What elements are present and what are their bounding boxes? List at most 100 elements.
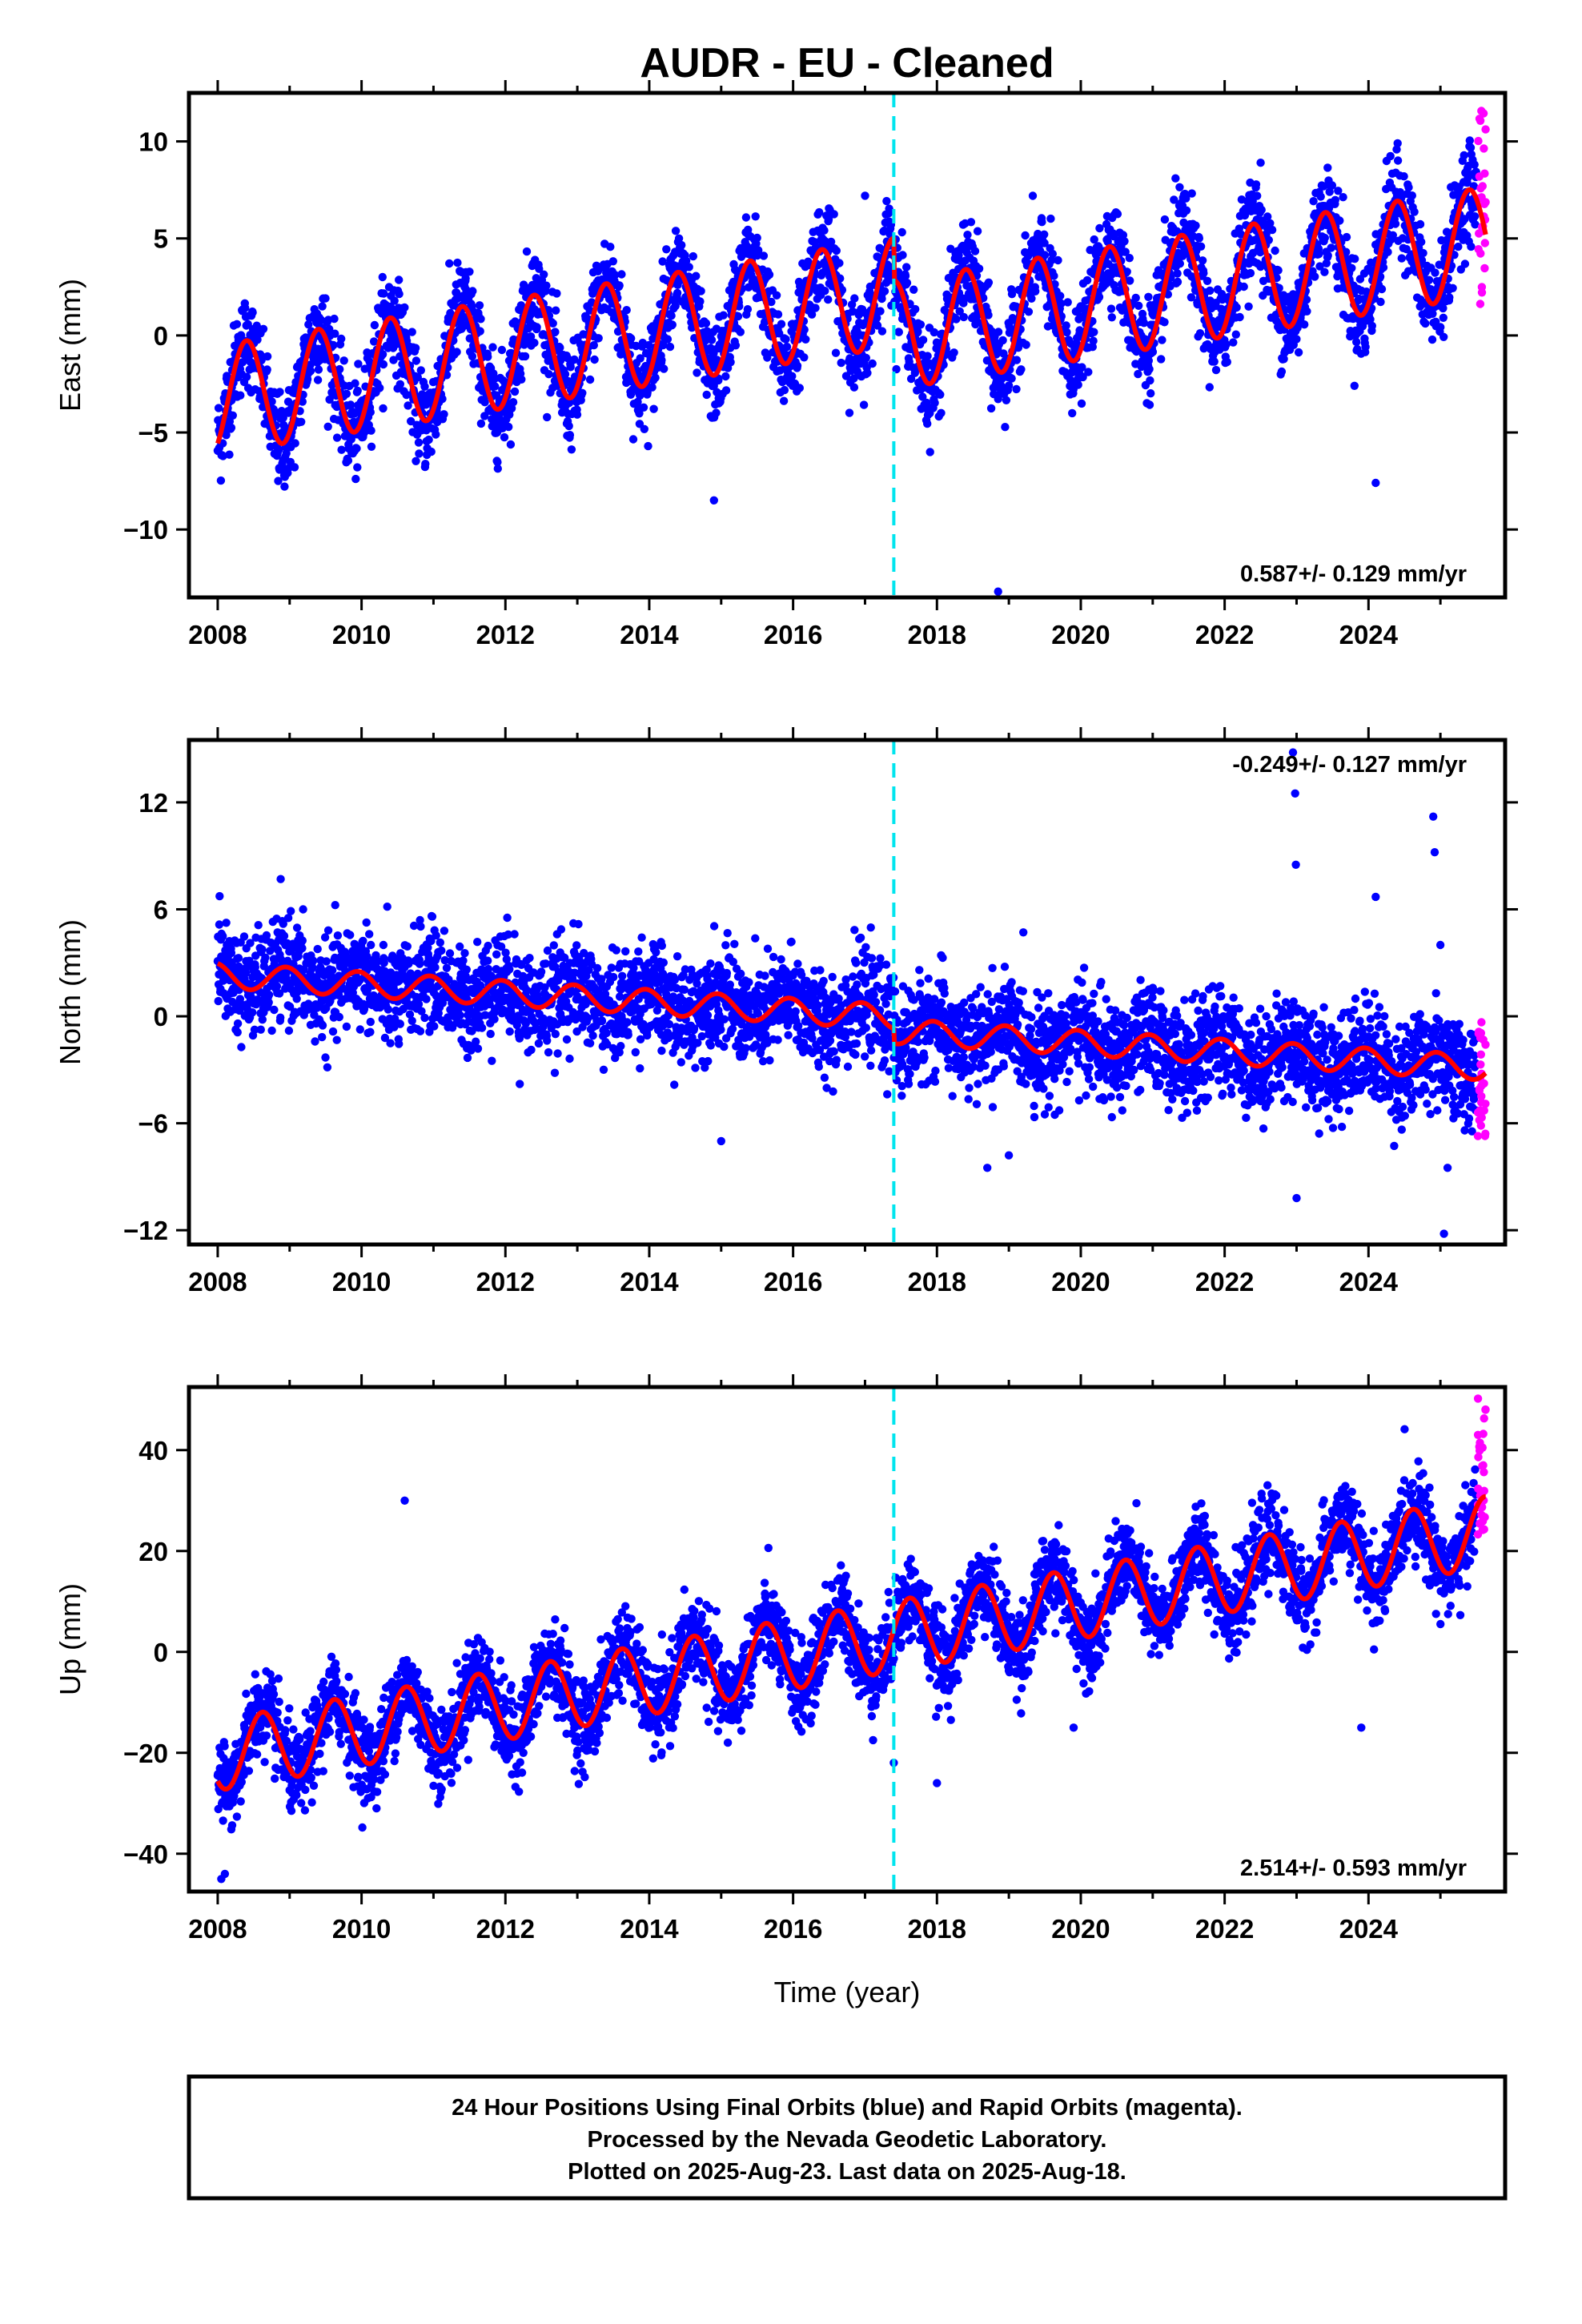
east-final-point xyxy=(1415,219,1425,229)
east-final-point xyxy=(379,404,387,413)
north-final-point xyxy=(233,1027,242,1037)
east-final-point xyxy=(765,270,774,279)
east-final-point xyxy=(1134,369,1142,379)
east-final-point xyxy=(275,388,284,396)
east-final-point xyxy=(1327,181,1337,190)
north-final-point xyxy=(292,995,301,1003)
east-final-point xyxy=(1001,423,1010,432)
east-final-point xyxy=(1173,277,1182,287)
east-final-point xyxy=(346,400,355,409)
east-final-point xyxy=(1235,312,1244,322)
east-final-point xyxy=(1445,293,1454,302)
east-final-point xyxy=(493,464,502,473)
east-final-point xyxy=(389,356,398,364)
east-final-point xyxy=(611,271,620,279)
east-rapid-point xyxy=(1474,136,1483,146)
east-final-point xyxy=(782,342,792,352)
east-final-point xyxy=(504,422,513,432)
east-final-point xyxy=(421,460,430,468)
north-final-point xyxy=(383,903,391,911)
east-final-point xyxy=(427,447,436,456)
east-final-point xyxy=(232,320,242,328)
east-final-point xyxy=(1017,365,1026,374)
east-final-point xyxy=(314,365,323,374)
east-final-point xyxy=(228,411,237,420)
east-final-point xyxy=(1465,136,1475,145)
east-final-point xyxy=(815,207,824,217)
east-final-point xyxy=(1466,143,1476,152)
east-final-point xyxy=(275,445,283,454)
north-final-point xyxy=(283,914,293,923)
east-final-point xyxy=(369,337,379,346)
east-final-point xyxy=(741,213,751,222)
east-final-point xyxy=(824,215,833,224)
east-final-point xyxy=(476,327,484,336)
east-final-point xyxy=(926,448,934,456)
east-final-point xyxy=(1303,307,1311,316)
east-final-point xyxy=(1244,302,1253,311)
east-final-point xyxy=(665,342,675,352)
east-final-point xyxy=(831,348,841,357)
east-model-fit-line xyxy=(215,187,1488,446)
east-rapid-point xyxy=(1475,229,1484,238)
east-final-point xyxy=(412,356,421,365)
east-final-point xyxy=(1148,348,1158,356)
north-final-point xyxy=(366,1027,375,1036)
east-final-point xyxy=(1404,183,1413,192)
east-final-point xyxy=(1056,292,1065,300)
east-rapid-point xyxy=(1481,125,1490,134)
north-final-point xyxy=(462,965,471,975)
east-final-point xyxy=(1078,372,1087,382)
east-x-tick-label: 2016 xyxy=(764,620,822,649)
east-final-point xyxy=(1012,384,1021,394)
east-final-point xyxy=(801,335,810,344)
north-final-point xyxy=(227,948,236,958)
east-rapid-point xyxy=(1477,283,1487,292)
east-final-point xyxy=(923,419,932,428)
north-final-point xyxy=(331,901,339,910)
east-final-point xyxy=(763,353,772,362)
north-final-point xyxy=(287,907,295,915)
east-final-point xyxy=(1274,266,1283,275)
east-final-point xyxy=(497,345,507,355)
east-final-point xyxy=(589,340,598,350)
east-final-point xyxy=(701,319,711,328)
east-final-point xyxy=(1391,219,1400,228)
east-final-point xyxy=(1339,193,1347,202)
east-final-point xyxy=(673,288,682,298)
east-final-point xyxy=(520,352,530,361)
east-final-point xyxy=(952,315,961,324)
north-final-point xyxy=(342,1022,351,1031)
east-final-point xyxy=(793,361,802,370)
north-final-point xyxy=(396,1019,404,1028)
east-final-point xyxy=(468,352,477,361)
north-final-point xyxy=(460,949,469,958)
east-final-point xyxy=(850,294,859,303)
east-final-point xyxy=(379,360,388,369)
east-final-point xyxy=(1470,212,1480,221)
east-final-point xyxy=(1302,296,1311,304)
east-x-tick-label: 2018 xyxy=(908,620,966,649)
east-final-point xyxy=(1397,254,1407,263)
east-final-point xyxy=(540,270,548,279)
east-final-point xyxy=(395,275,404,284)
east-final-point xyxy=(1267,225,1277,235)
east-final-point xyxy=(297,417,306,426)
east-final-point xyxy=(963,231,972,239)
north-final-point xyxy=(299,905,307,914)
north-final-point xyxy=(292,923,302,932)
north-final-point xyxy=(313,944,322,954)
east-data-layer xyxy=(213,107,1490,596)
east-final-point xyxy=(1211,365,1221,375)
north-final-point xyxy=(327,972,336,981)
east-final-point xyxy=(480,398,489,407)
north-final-point xyxy=(440,927,449,935)
east-final-point xyxy=(1131,293,1140,303)
east-final-point xyxy=(542,281,551,290)
north-final-point xyxy=(298,943,307,953)
east-final-point xyxy=(651,373,660,382)
east-final-point xyxy=(959,312,969,322)
east-final-point xyxy=(726,358,735,367)
east-final-point xyxy=(753,233,761,243)
east-final-point xyxy=(707,336,717,344)
